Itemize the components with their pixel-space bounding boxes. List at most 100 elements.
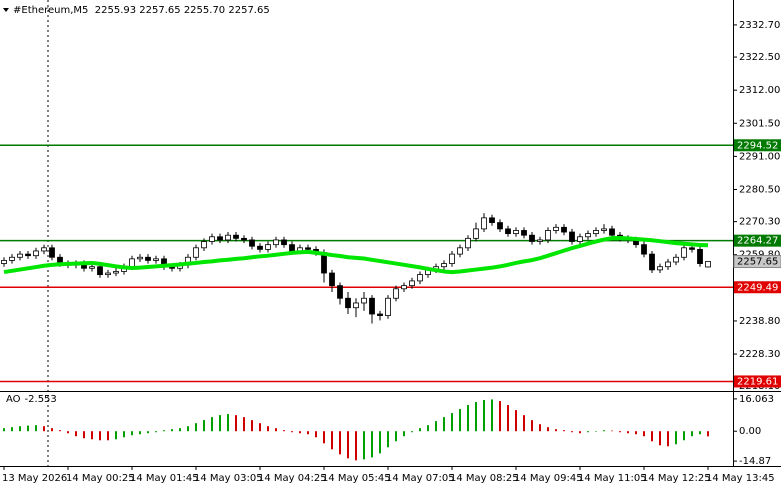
candle-body bbox=[521, 230, 527, 236]
ao-bar bbox=[131, 431, 133, 436]
candle-body bbox=[401, 285, 407, 290]
ao-bar bbox=[419, 428, 421, 432]
title-arrow bbox=[3, 8, 9, 12]
ao-bar bbox=[387, 431, 389, 448]
candle-body bbox=[281, 239, 287, 246]
candle-body bbox=[689, 247, 695, 250]
ao-bar bbox=[523, 415, 525, 432]
candle-body bbox=[393, 288, 399, 299]
candle-body bbox=[385, 297, 391, 316]
level-label: 2219.61 bbox=[737, 376, 778, 387]
ao-bar bbox=[59, 430, 61, 432]
candle-body bbox=[561, 226, 567, 233]
ao-bar bbox=[91, 431, 93, 440]
ao-bar bbox=[123, 431, 125, 438]
ao-bar bbox=[99, 431, 101, 441]
candle-body bbox=[441, 263, 447, 268]
ao-bar bbox=[43, 426, 45, 432]
candle-body bbox=[577, 236, 583, 242]
candle-body bbox=[505, 228, 511, 235]
candle-body bbox=[705, 261, 711, 268]
x-tick-label: 14 May 05:45 bbox=[322, 473, 391, 484]
ao-bar bbox=[307, 431, 309, 435]
candle-body bbox=[449, 253, 455, 264]
candle-body bbox=[497, 222, 503, 230]
ao-bar bbox=[331, 431, 333, 450]
candle-body bbox=[217, 236, 223, 241]
candle-body bbox=[273, 239, 279, 246]
ao-bar bbox=[371, 431, 373, 458]
candle-body bbox=[1, 260, 7, 264]
candle-body bbox=[409, 280, 415, 287]
ao-bar bbox=[587, 431, 589, 433]
level-label: 2294.52 bbox=[737, 140, 778, 151]
y-tick-label: 2301.50 bbox=[739, 118, 780, 129]
y-tick-label: 2322.50 bbox=[739, 52, 780, 63]
candle-body bbox=[145, 256, 151, 261]
candle-body bbox=[49, 247, 55, 258]
ao-bar bbox=[235, 415, 237, 432]
ao-bar bbox=[67, 431, 69, 434]
ao-bar bbox=[611, 430, 613, 432]
ao-bar bbox=[691, 431, 693, 437]
ao-bar bbox=[243, 417, 245, 432]
level-label-box bbox=[734, 139, 781, 152]
candle-body bbox=[681, 247, 687, 258]
y-tick-label: 2280.50 bbox=[739, 184, 780, 195]
indicator-value: -2.553 bbox=[25, 394, 57, 405]
ao-bar bbox=[491, 399, 493, 432]
ao-bar bbox=[427, 425, 429, 432]
candle-body bbox=[329, 272, 335, 287]
ao-bar bbox=[171, 429, 173, 432]
ao-bar bbox=[267, 426, 269, 432]
candle-body bbox=[649, 253, 655, 271]
candle-body bbox=[657, 266, 663, 271]
y-tick-label: 16.063 bbox=[739, 394, 774, 405]
candle-body bbox=[641, 244, 647, 255]
ao-bar bbox=[283, 430, 285, 432]
candle-body bbox=[553, 226, 559, 231]
ao-bar bbox=[179, 428, 181, 432]
ao-bar bbox=[467, 405, 469, 432]
candle-body bbox=[465, 237, 471, 249]
ao-bar bbox=[155, 431, 157, 433]
candle-body bbox=[697, 248, 703, 264]
ao-bar bbox=[539, 424, 541, 432]
candle-body bbox=[89, 266, 95, 269]
ao-bar bbox=[315, 431, 317, 438]
candle-body bbox=[601, 228, 607, 231]
candle-body bbox=[137, 256, 143, 260]
ao-bar bbox=[667, 431, 669, 447]
x-tick-label: 14 May 09:45 bbox=[514, 473, 583, 484]
ao-bar bbox=[115, 431, 117, 440]
ao-bar bbox=[19, 426, 21, 432]
candle-body bbox=[609, 228, 615, 236]
x-tick-label: 14 May 01:45 bbox=[130, 473, 199, 484]
candle-body bbox=[241, 237, 247, 241]
ao-bar bbox=[595, 431, 597, 432]
ao-bar bbox=[355, 431, 357, 461]
ao-bar bbox=[707, 431, 709, 437]
ao-bar bbox=[227, 414, 229, 432]
ao-bar bbox=[563, 430, 565, 432]
candle-body bbox=[209, 236, 215, 242]
candle-body bbox=[41, 247, 47, 252]
candle-body bbox=[361, 297, 367, 304]
ao-bar bbox=[635, 431, 637, 435]
x-tick-label: 14 May 12:25 bbox=[642, 473, 711, 484]
candle-body bbox=[105, 272, 111, 276]
ao-bar bbox=[163, 430, 165, 432]
candle-body bbox=[345, 297, 351, 309]
y-tick-label: 2291.00 bbox=[739, 151, 780, 162]
ao-bar bbox=[195, 423, 197, 432]
x-tick-label: 14 May 03:05 bbox=[194, 473, 263, 484]
ao-bar bbox=[499, 401, 501, 432]
x-tick-label: 14 May 00:25 bbox=[66, 473, 135, 484]
y-tick-label: 2238.80 bbox=[739, 316, 780, 327]
ao-bar bbox=[51, 428, 53, 432]
ao-bar bbox=[579, 431, 581, 434]
ao-bar bbox=[395, 431, 397, 442]
x-tick-label: 14 May 13:45 bbox=[706, 473, 775, 484]
ao-bar bbox=[11, 427, 13, 432]
